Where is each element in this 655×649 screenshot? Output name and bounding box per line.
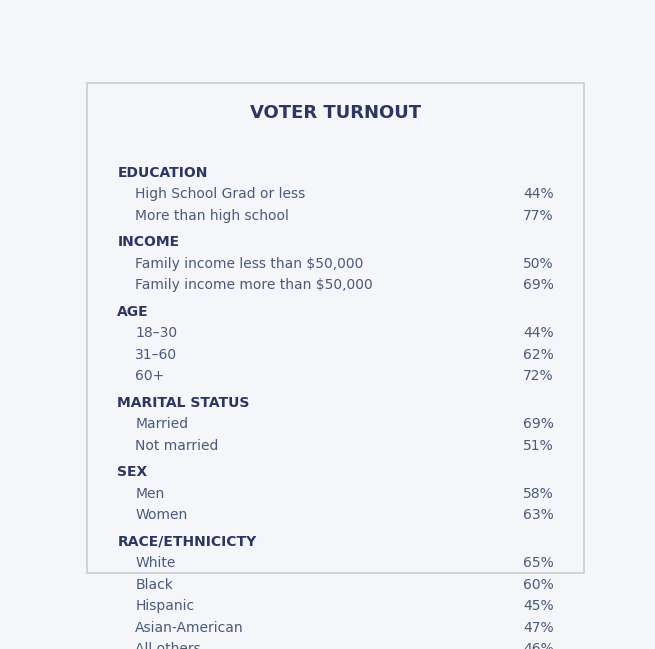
Text: 77%: 77% (523, 209, 554, 223)
Text: 60%: 60% (523, 578, 554, 592)
Text: 18–30: 18–30 (135, 326, 178, 340)
Text: EDUCATION: EDUCATION (117, 166, 208, 180)
Text: 31–60: 31–60 (135, 348, 178, 361)
Text: Not married: Not married (135, 439, 219, 453)
Text: Women: Women (135, 508, 187, 522)
Text: 63%: 63% (523, 508, 554, 522)
Text: 51%: 51% (523, 439, 554, 453)
Text: VOTER TURNOUT: VOTER TURNOUT (250, 104, 421, 122)
Text: 69%: 69% (523, 417, 554, 431)
Text: AGE: AGE (117, 305, 149, 319)
Text: All others: All others (135, 642, 201, 649)
Text: 65%: 65% (523, 556, 554, 570)
Text: 47%: 47% (523, 620, 554, 635)
Text: 60+: 60+ (135, 369, 164, 383)
Text: Asian-American: Asian-American (135, 620, 244, 635)
Text: Black: Black (135, 578, 173, 592)
Text: INCOME: INCOME (117, 236, 179, 249)
Text: Hispanic: Hispanic (135, 599, 195, 613)
Text: Family income less than $50,000: Family income less than $50,000 (135, 257, 364, 271)
Text: More than high school: More than high school (135, 209, 289, 223)
Text: 69%: 69% (523, 278, 554, 292)
Text: 45%: 45% (523, 599, 554, 613)
Text: MARITAL STATUS: MARITAL STATUS (117, 396, 250, 410)
Text: 62%: 62% (523, 348, 554, 361)
Text: SEX: SEX (117, 465, 147, 479)
Text: Family income more than $50,000: Family income more than $50,000 (135, 278, 373, 292)
Text: 44%: 44% (523, 326, 554, 340)
Text: 46%: 46% (523, 642, 554, 649)
Text: White: White (135, 556, 176, 570)
Text: High School Grad or less: High School Grad or less (135, 188, 305, 201)
Text: 44%: 44% (523, 188, 554, 201)
Text: 72%: 72% (523, 369, 554, 383)
FancyBboxPatch shape (87, 83, 584, 572)
Text: 50%: 50% (523, 257, 554, 271)
Text: RACE/ETHNICICTY: RACE/ETHNICICTY (117, 535, 257, 548)
Text: Married: Married (135, 417, 188, 431)
Text: 58%: 58% (523, 487, 554, 500)
Text: Men: Men (135, 487, 164, 500)
